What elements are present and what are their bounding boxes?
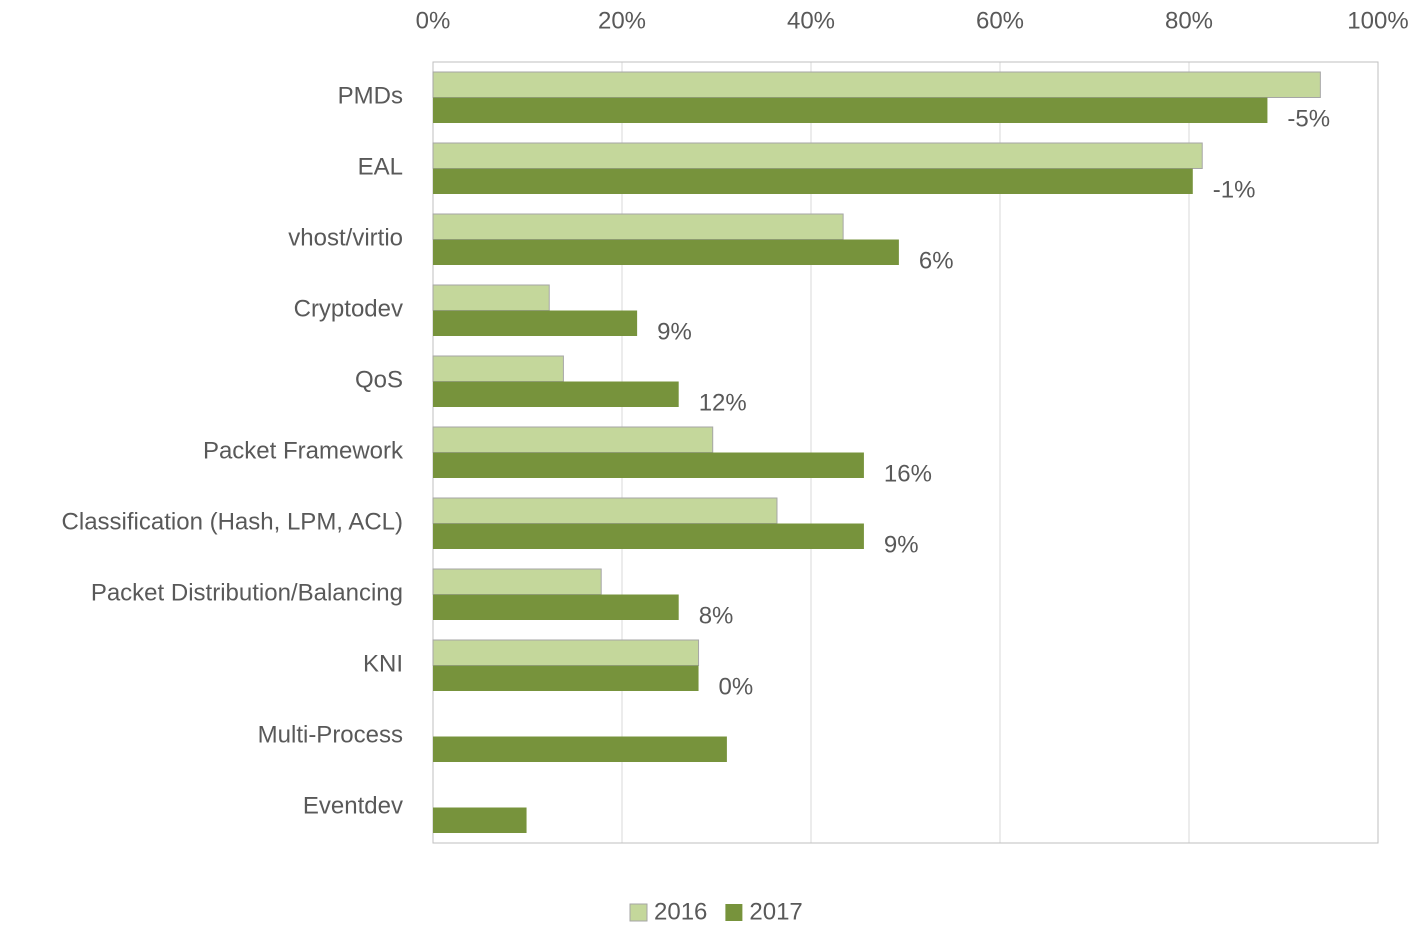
category-label: PMDs <box>338 82 403 109</box>
x-tick-label: 100% <box>1347 7 1408 34</box>
legend-swatch <box>629 903 648 922</box>
bar <box>432 426 714 453</box>
legend-label: 2017 <box>749 898 802 925</box>
change-label: 9% <box>657 319 692 346</box>
category-label: Packet Distribution/Balancing <box>91 579 403 606</box>
change-label: -1% <box>1213 177 1256 204</box>
bar <box>432 284 550 311</box>
bar <box>432 71 1321 98</box>
bar <box>433 807 527 833</box>
bar <box>432 213 844 240</box>
bar <box>432 639 700 666</box>
bar <box>433 97 1268 123</box>
change-label: -5% <box>1287 106 1330 133</box>
bar <box>432 355 564 382</box>
x-tick-label: 60% <box>976 7 1024 34</box>
bar <box>433 239 899 265</box>
change-label: 8% <box>699 603 734 630</box>
legend-swatch <box>725 904 743 921</box>
category-label: KNI <box>363 650 403 677</box>
category-label: Eventdev <box>303 792 403 819</box>
bar <box>432 497 778 524</box>
x-tick-label: 20% <box>598 7 646 34</box>
change-label: 0% <box>719 674 754 701</box>
bar <box>433 381 679 407</box>
category-label: Multi-Process <box>258 721 403 748</box>
x-tick-label: 40% <box>787 7 835 34</box>
category-label: vhost/virtio <box>288 224 403 251</box>
category-label: Packet Framework <box>203 437 404 464</box>
bar <box>433 594 679 620</box>
bar <box>433 452 864 478</box>
category-label: Cryptodev <box>294 295 403 322</box>
change-label: 9% <box>884 532 919 559</box>
bar <box>433 736 727 762</box>
change-label: 16% <box>884 461 932 488</box>
x-tick-label: 0% <box>416 7 451 34</box>
category-label: EAL <box>358 153 403 180</box>
bar <box>432 142 1203 169</box>
bar <box>433 168 1193 194</box>
bar <box>433 523 864 549</box>
bar <box>433 665 699 691</box>
bar <box>432 568 602 595</box>
x-tick-label: 80% <box>1165 7 1213 34</box>
bar <box>433 310 638 336</box>
change-label: 12% <box>699 390 747 417</box>
change-label: 6% <box>919 248 954 275</box>
category-label: Classification (Hash, LPM, ACL) <box>62 508 403 535</box>
legend-label: 2016 <box>654 898 707 925</box>
category-label: QoS <box>355 366 403 393</box>
